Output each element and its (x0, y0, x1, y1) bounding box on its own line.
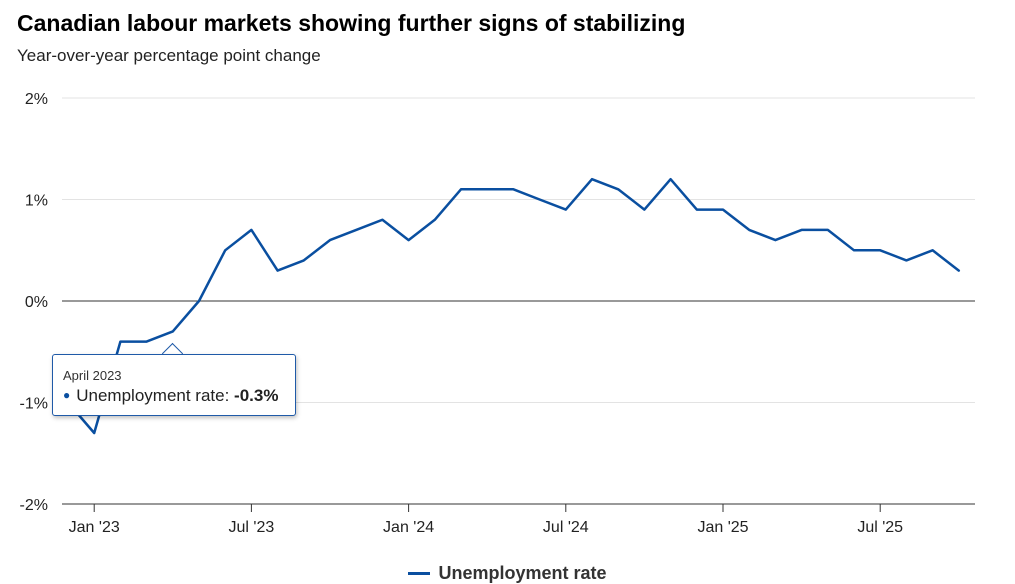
legend-label: Unemployment rate (438, 563, 607, 583)
legend-line-icon (408, 572, 431, 575)
data-tooltip: April 2023 ● Unemployment rate: -0.3% (52, 354, 296, 416)
y-tick-label: 0% (25, 294, 48, 311)
line-chart: 2% 1% 0% -1% -2% Jan '23 Jul '23 Jan '24 Jul '24… (20, 91, 975, 536)
chart-title: Canadian labour markets showing further … (17, 10, 686, 36)
x-tick-label: Jan '25 (697, 519, 748, 536)
y-tick-label: -1% (20, 396, 48, 413)
x-tick-label: Jan '24 (383, 519, 434, 536)
tooltip-value-line: ● Unemployment rate: -0.3% (63, 386, 278, 406)
y-tick-label: 1% (25, 193, 48, 210)
tooltip-value: -0.3% (234, 386, 279, 405)
tooltip-date: April 2023 (63, 368, 122, 383)
chart-legend: Unemployment rate (0, 562, 1015, 584)
x-tick-label: Jul '24 (543, 519, 589, 536)
y-tick-label: -2% (20, 497, 48, 514)
x-tick-label: Jan '23 (69, 519, 120, 536)
legend-item-unemployment-rate[interactable]: Unemployment rate (408, 563, 607, 584)
x-tick-label: Jul '23 (229, 519, 275, 536)
series-dot-icon: ● (63, 388, 71, 402)
chart-subtitle: Year-over-year percentage point change (17, 46, 321, 65)
x-tick-label: Jul '25 (857, 519, 903, 536)
y-tick-label: 2% (25, 91, 48, 108)
series-line-unemployment-rate (66, 177, 961, 435)
tooltip-series-label: Unemployment rate: (76, 386, 235, 405)
